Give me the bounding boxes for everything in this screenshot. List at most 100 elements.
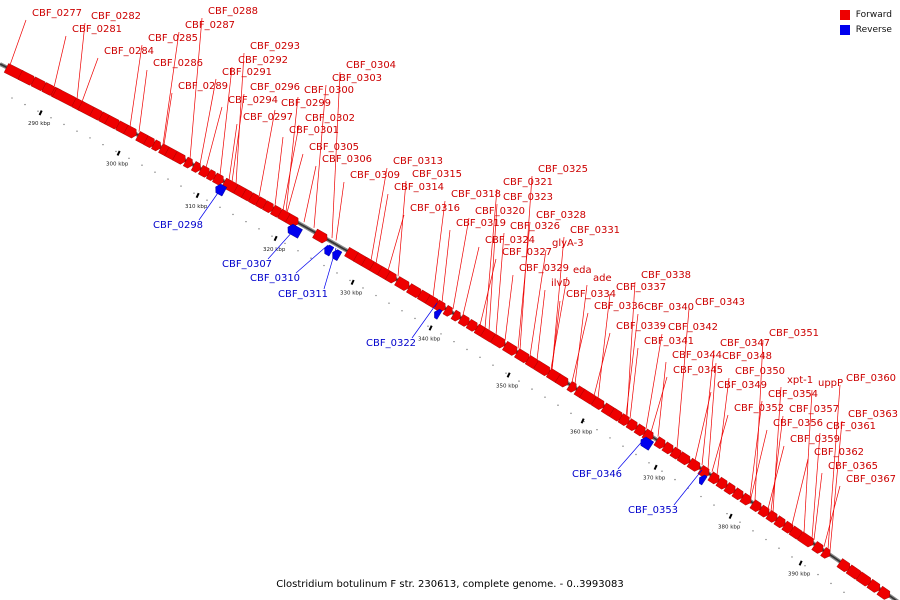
scale-dot [791,556,793,558]
legend-forward-swatch [839,10,850,20]
gene-leader-line [617,436,647,470]
forward-gene-arrow [212,172,224,186]
forward-gene-label: uppP [818,378,843,389]
scale-dot [609,437,611,439]
reverse-gene-label: CBF_0322 [366,338,416,349]
forward-gene-label: glyA-3 [552,238,584,249]
forward-gene-label: CBF_0321 [503,177,553,188]
forward-gene-arrow [836,558,851,573]
gene-leader-line [163,92,173,146]
gene-leader-line [375,193,389,264]
reverse-gene-arrow [324,244,335,257]
forward-gene-label: CBF_0324 [485,235,535,246]
forward-gene-arrow [876,585,891,600]
forward-gene-label: CBF_0331 [570,225,620,236]
kbp-tick-mark [653,464,658,471]
scale-dot [24,103,26,106]
forward-gene-label: CBF_0345 [673,365,723,376]
reverse-gene-arrow [287,223,303,239]
forward-gene-arrow [457,314,470,327]
backbone-shadow [0,62,900,600]
gene-leader-line [162,31,180,145]
forward-gene-arrow [653,436,666,450]
gene-leader-line [411,302,438,339]
scale-dot [752,530,754,532]
gene-leader-line [767,445,785,509]
forward-gene-label: ilvD [551,278,570,289]
forward-gene-label: CBF_0302 [305,113,355,124]
scale-dot [726,512,728,515]
scale-dot [713,504,715,506]
forward-gene-arrow [442,304,453,317]
kbp-tick-mark [580,418,585,424]
gene-leader-line [829,420,843,551]
forward-gene-arrow [661,441,674,455]
gene-leader-line [597,293,611,399]
scale-dot [11,97,13,99]
genome-backbone [0,63,897,600]
forward-gene-label: CBF_0356 [773,418,823,429]
forward-gene-label: CBF_0316 [410,203,460,214]
kbp-tick-label: 390 kbp [788,571,811,577]
gene-leader-line [629,347,639,419]
forward-gene-arrow [151,139,161,152]
gene-leader-line [711,414,729,472]
gene-leader-line [749,400,763,497]
forward-gene-label: CBF_0329 [519,263,569,274]
scale-dot [102,143,104,146]
forward-gene-arrow [262,200,274,213]
gene-leader-line [286,153,304,213]
forward-gene-arrow [855,571,871,587]
gene-leader-line [81,57,99,102]
scale-dot [427,325,429,327]
gene-leader-line [441,229,451,303]
gene-leader-line [593,332,611,396]
forward-gene-arrow [384,270,397,284]
scale-dot [336,272,338,274]
scale-dot [180,185,182,187]
scale-dot [115,150,117,153]
forward-gene-label: CBF_0348 [722,351,772,362]
forward-gene-label: CBF_0300 [304,85,354,96]
gene-leader-line [571,312,589,383]
scale-dot [635,453,637,456]
forward-gene-label: CBF_0328 [536,210,586,221]
kbp-tick-label: 360 kbp [570,429,593,435]
forward-gene-label: CBF_0344 [672,350,722,361]
gene-leader-line [9,19,27,66]
gene-leader-line [303,165,317,223]
gene-leader-line [235,52,245,185]
scale-dot [622,445,624,447]
forward-gene-arrow [465,318,478,332]
forward-gene-label: CBF_0294 [228,95,278,106]
gene-leader-line [529,249,547,356]
scale-dot [674,478,676,481]
scale-dot [375,294,377,297]
gene-leader-line [517,221,531,349]
scale-dot [76,130,78,132]
forward-gene-arrow [190,161,201,173]
gene-leader-line [198,189,221,221]
scale-dot [362,287,364,289]
forward-gene-label: CBF_0287 [185,20,235,31]
scale-dot [258,228,260,230]
forward-gene-label: CBF_0367 [846,474,896,485]
forward-gene-arrow [625,418,638,432]
gene-leader-line [484,188,498,329]
forward-gene-label: CBF_0350 [735,366,785,377]
gene-leader-line [313,84,327,228]
reverse-gene-label: CBF_0298 [153,220,203,231]
gene-leader-line [495,232,505,336]
forward-gene-label: CBF_0309 [350,170,400,181]
scale-dot [648,462,650,464]
gene-leader-line [189,17,203,160]
gene-leader-line [716,377,730,476]
scale-dot [37,110,39,112]
forward-gene-label: CBF_0313 [393,156,443,167]
forward-gene-label: CBF_0341 [644,336,694,347]
kbp-tick-label: 370 kbp [643,476,666,482]
kbp-tick-label: 330 kbp [340,291,363,297]
forward-gene-label: CBF_0306 [322,154,372,165]
forward-gene-label: CBF_0352 [734,403,784,414]
forward-gene-label: CBF_0293 [250,41,300,52]
